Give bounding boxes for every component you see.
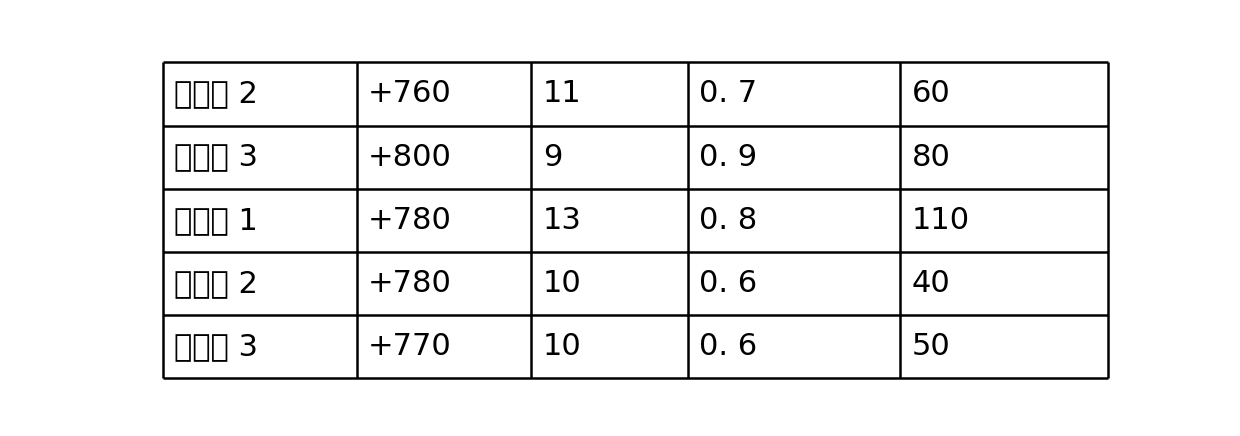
Text: +800: +800 — [368, 143, 451, 171]
Text: 实施例 3: 实施例 3 — [174, 143, 258, 171]
Text: 0. 6: 0. 6 — [699, 332, 758, 361]
Text: 10: 10 — [543, 269, 582, 298]
Text: 对比例 2: 对比例 2 — [174, 269, 258, 298]
Text: +770: +770 — [368, 332, 451, 361]
Text: 对比例 1: 对比例 1 — [174, 206, 258, 235]
Text: 50: 50 — [911, 332, 951, 361]
Text: +760: +760 — [368, 79, 451, 109]
Text: +780: +780 — [368, 206, 451, 235]
Text: 60: 60 — [911, 79, 951, 109]
Text: 110: 110 — [911, 206, 970, 235]
Text: 实施例 2: 实施例 2 — [174, 79, 258, 109]
Text: 对比例 3: 对比例 3 — [174, 332, 258, 361]
Text: 9: 9 — [543, 143, 563, 171]
Text: 0. 8: 0. 8 — [699, 206, 758, 235]
Text: 0. 7: 0. 7 — [699, 79, 758, 109]
Text: 11: 11 — [543, 79, 582, 109]
Text: +780: +780 — [368, 269, 451, 298]
Text: 0. 9: 0. 9 — [699, 143, 758, 171]
Text: 40: 40 — [911, 269, 951, 298]
Text: 10: 10 — [543, 332, 582, 361]
Text: 0. 6: 0. 6 — [699, 269, 758, 298]
Text: 80: 80 — [911, 143, 951, 171]
Text: 13: 13 — [543, 206, 582, 235]
